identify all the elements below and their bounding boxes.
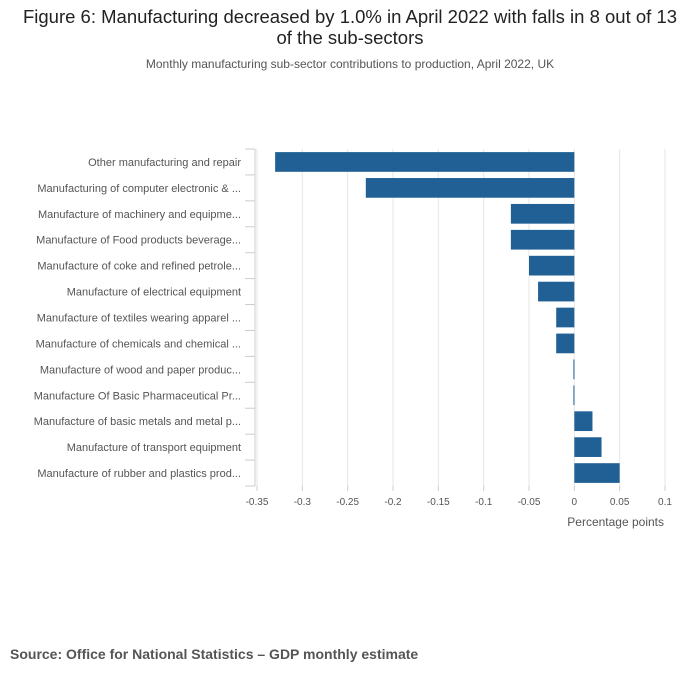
category-label: Manufacturing of computer electronic & .… bbox=[37, 183, 241, 195]
x-axis-label: Percentage points bbox=[567, 515, 664, 529]
category-label: Manufacture of machinery and equipme... bbox=[38, 209, 241, 221]
bar[interactable] bbox=[574, 411, 593, 432]
bar[interactable] bbox=[365, 178, 575, 198]
x-tick-label: -0.05 bbox=[518, 497, 541, 508]
bar[interactable] bbox=[573, 385, 575, 406]
category-label: Manufacture of textiles wearing apparel … bbox=[37, 313, 241, 325]
bar[interactable] bbox=[538, 281, 575, 302]
x-tick-label: -0.3 bbox=[294, 497, 312, 508]
x-tick-labels: -0.35 -0.3 -0.25 -0.2 -0.15 -0.1 -0.05 0 0.05 0.1 bbox=[246, 497, 673, 508]
category-label: Manufacture of rubber and plastics prod.… bbox=[37, 468, 241, 480]
category-label: Manufacture of wood and paper produc... bbox=[40, 364, 241, 376]
category-labels: Other manufacturing and repair Manufactur… bbox=[34, 157, 242, 480]
category-label: Other manufacturing and repair bbox=[88, 157, 241, 169]
x-tick-label: 0.05 bbox=[610, 497, 630, 508]
bar[interactable] bbox=[510, 203, 575, 224]
gridlines bbox=[245, 148, 666, 491]
x-tick-label: 0 bbox=[572, 497, 578, 508]
category-label: Manufacture of coke and refined petrole.… bbox=[37, 261, 241, 273]
x-tick-label: -0.25 bbox=[336, 497, 359, 508]
chart-title: Figure 6: Manufacturing decreased by 1.0… bbox=[22, 6, 678, 48]
category-label: Manufacture of chemicals and chemical ..… bbox=[36, 338, 241, 350]
bar[interactable] bbox=[556, 333, 575, 354]
source-note: Source: Office for National Statistics –… bbox=[10, 646, 419, 662]
x-tick-label: -0.15 bbox=[427, 497, 450, 508]
category-label: Manufacture of basic metals and metal p.… bbox=[34, 416, 241, 428]
bars bbox=[275, 152, 620, 483]
category-label: Manufacture Of Basic Pharmaceutical Pr..… bbox=[34, 390, 241, 402]
bar[interactable] bbox=[574, 437, 602, 457]
bar[interactable] bbox=[510, 229, 575, 250]
x-tick-label: -0.1 bbox=[475, 497, 493, 508]
bar[interactable] bbox=[529, 255, 575, 276]
bar[interactable] bbox=[275, 152, 575, 172]
category-label: Manufacture of transport equipment bbox=[67, 442, 241, 454]
x-tick-label: -0.2 bbox=[384, 497, 402, 508]
category-label: Manufacture of Food products beverage... bbox=[36, 235, 241, 247]
bar-chart: Other manufacturing and repair Manufactur… bbox=[34, 148, 673, 529]
chart-subtitle: Monthly manufacturing sub-sector contrib… bbox=[145, 57, 555, 71]
bar[interactable] bbox=[573, 359, 575, 380]
x-tick-label: 0.1 bbox=[658, 497, 672, 508]
category-label: Manufacture of electrical equipment bbox=[67, 287, 241, 299]
bar[interactable] bbox=[556, 307, 575, 328]
x-tick-label: -0.35 bbox=[246, 497, 269, 508]
bar[interactable] bbox=[574, 463, 620, 483]
